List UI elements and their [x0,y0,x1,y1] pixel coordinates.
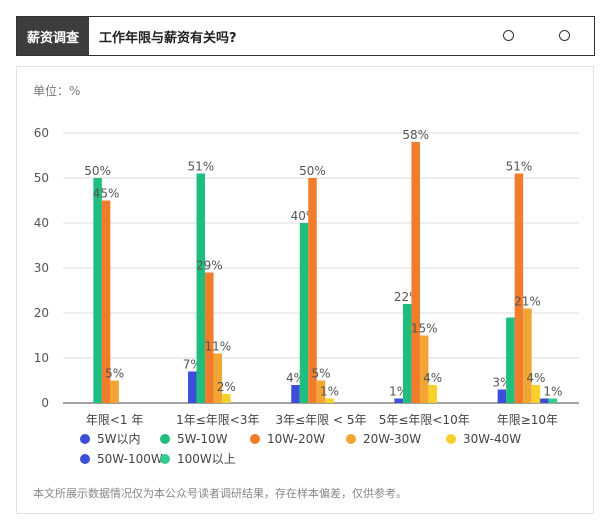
x-tick-label: 年限≥10年 [497,413,558,427]
y-tick-label: 60 [34,126,49,140]
x-tick-label: 1年≤年限<3年 [176,413,259,427]
legend-label: 5W-10W [177,432,228,446]
bar [548,398,558,403]
x-tick-label: 年限<1 年 [86,413,144,427]
bar [110,380,119,403]
legend-marker [80,434,90,444]
legend-marker [346,434,356,444]
bar [531,385,541,403]
legend-label: 30W-40W [463,432,521,446]
bar [222,394,231,403]
bar [497,389,507,403]
x-tick-label: 3年≤年限 < 5年 [275,413,366,427]
y-tick-label: 10 [34,351,49,365]
data-label: 50% [84,164,111,178]
data-label: 15% [411,322,438,336]
legend-label: 100W以上 [177,452,236,466]
data-label: 21% [514,295,541,309]
y-tick-label: 20 [34,306,49,320]
data-label: 4% [423,371,442,385]
y-tick-label: 50 [34,171,49,185]
data-label: 45% [93,187,120,201]
survey-badge: 薪资调查 [17,17,89,55]
data-label: 11% [204,340,231,354]
y-tick-label: 40 [34,216,49,230]
chart-panel: 单位：% 0 10 20 30 40 50 60 50% 45% 5% 年限<1 年 7% 51% 29%… [16,66,594,514]
legend-marker [446,434,456,444]
bar [411,142,420,403]
legend-marker [160,454,170,464]
legend-marker [160,434,170,444]
bar [325,398,334,403]
x-tick-label: 5年≤年限<10年 [379,413,470,427]
unit-label: 单位：% [33,84,81,98]
question-title: 工作年限与薪资有关吗? [99,30,237,46]
legend-label: 20W-30W [363,432,421,446]
data-label: 51% [506,160,533,174]
data-label: 51% [187,160,214,174]
bar [428,385,437,403]
bar [101,200,111,403]
bar [188,371,197,403]
bar [308,178,317,403]
bar [506,317,515,403]
bar [419,335,429,403]
bar [299,223,309,403]
radio-circle-icon[interactable] [503,30,514,41]
question-header: 薪资调查 工作年限与薪资有关吗? [16,16,595,56]
data-label: 5% [105,367,124,381]
data-label: 50% [299,164,326,178]
data-label: 58% [402,128,429,142]
y-tick-label: 0 [41,396,49,410]
data-label: 4% [526,371,545,385]
legend-marker [250,434,260,444]
bar [316,380,326,403]
legend-marker [80,454,90,464]
data-label: 29% [196,259,223,273]
bar [523,308,532,403]
bar [93,178,102,403]
bar [540,398,549,403]
legend-label: 50W-100W [97,452,163,466]
bar [205,272,214,403]
bar [394,398,403,403]
footnote: 本文所展示数据情况仅为本公众号读者调研结果，存在样本偏差，仅供参考。 [33,487,407,500]
data-label: 2% [217,380,236,394]
bar [196,173,206,403]
legend-label: 5W以内 [97,432,141,446]
bar [514,173,524,403]
legend-label: 10W-20W [267,432,325,446]
data-label: 1% [543,385,562,399]
data-label: 5% [311,367,330,381]
bar [291,385,300,403]
y-tick-label: 30 [34,261,49,275]
radio-circle-icon[interactable] [559,30,570,41]
bar [402,304,412,403]
data-label: 1% [320,385,339,399]
bar [213,353,223,403]
